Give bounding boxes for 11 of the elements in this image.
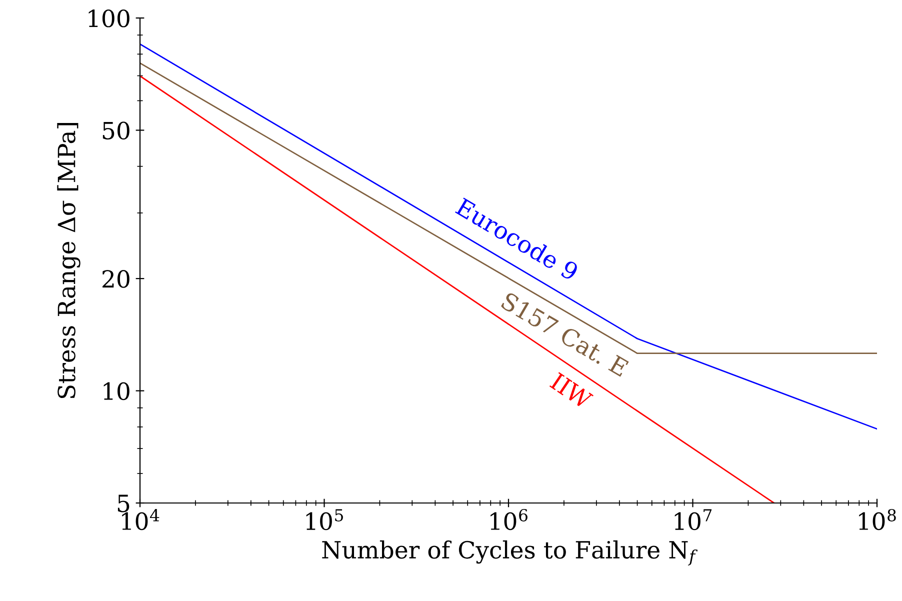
x-tick-label: 10$^{8}$: [859, 508, 896, 530]
x-tick-label: 10$^{5}$: [306, 509, 343, 530]
y-tick-label: 10: [104, 382, 130, 400]
text: IIW: [549, 372, 594, 410]
y-tick-label: 50: [102, 122, 130, 140]
y-tick-label: 100: [88, 9, 130, 28]
x-tick-label: 10$^{6}$: [490, 508, 528, 530]
x-axis-title: Number of Cycles to Failure N$_{f}$: [322, 540, 698, 566]
y-tick-label: 20: [102, 270, 130, 288]
x-tick-label: 10$^{7}$: [674, 509, 712, 530]
y-axis-title: Stress Range Δσ [MPa]: [57, 123, 80, 398]
